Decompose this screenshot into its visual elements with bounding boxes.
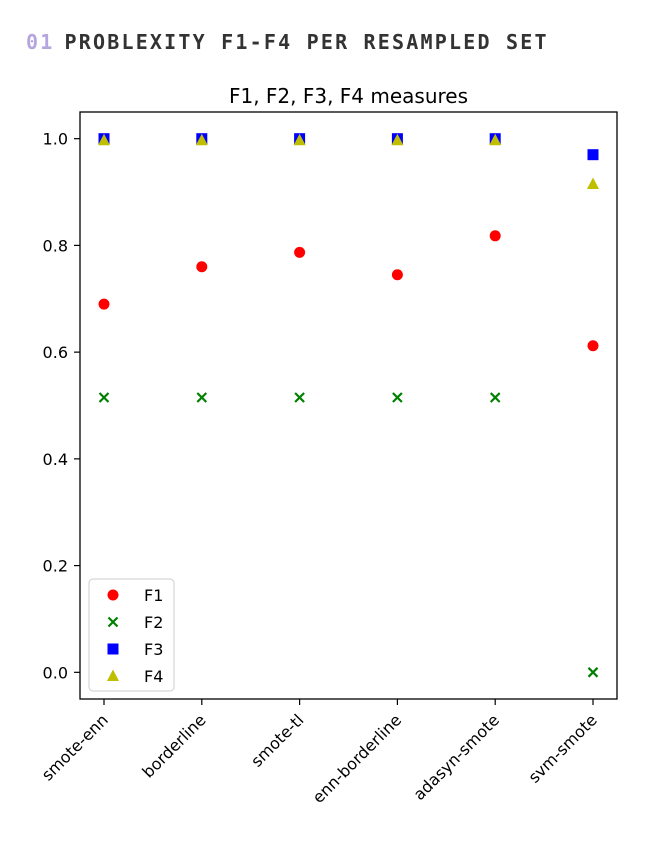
y-tick-label: 0.0 — [43, 663, 68, 682]
point-f1 — [196, 261, 208, 273]
legend-label: F3 — [144, 640, 163, 659]
section-title: PROBLEXITY F1-F4 PER RESAMPLED SET — [64, 30, 549, 54]
point-f4 — [98, 133, 110, 146]
x-tick-label: svm-smote — [524, 710, 600, 786]
x-tick-label: adasyn-smote — [409, 710, 503, 804]
series-f4 — [98, 133, 599, 190]
y-tick-label: 0.4 — [43, 450, 68, 469]
legend-label: F2 — [144, 613, 163, 632]
legend-marker-f1 — [107, 589, 119, 601]
x-tick-label: smote-tl — [247, 710, 307, 770]
plot-area-frame — [79, 111, 618, 700]
section-number: 01 — [26, 30, 55, 54]
legend-marker-f3 — [107, 643, 119, 655]
point-f4 — [489, 133, 502, 146]
point-f1 — [587, 340, 599, 352]
point-f1 — [294, 246, 306, 258]
point-f3 — [587, 149, 599, 161]
legend-label: F4 — [144, 667, 163, 686]
point-f1 — [489, 230, 501, 242]
x-tick-label: smote-enn — [38, 710, 112, 784]
legend-marker-f4 — [107, 669, 119, 681]
point-f4 — [293, 133, 306, 146]
point-f4 — [391, 133, 404, 146]
legend-label: F1 — [144, 586, 163, 605]
point-f2 — [489, 392, 501, 403]
point-f2 — [98, 392, 110, 403]
x-axis: smote-enn borderline smote-tl enn-borderlin… — [38, 699, 601, 807]
y-tick-label: 0.2 — [43, 557, 68, 576]
y-tick-label: 1.0 — [43, 130, 68, 149]
series-f3 — [98, 133, 599, 161]
point-f2 — [294, 392, 305, 403]
point-f4 — [587, 177, 599, 190]
point-f4 — [195, 133, 208, 146]
y-tick-label: 0.6 — [43, 343, 68, 362]
scatter-chart: F1, F2, F3, F4 measures 0.0 0.2 0.4 0.6 0.8 1… — [38, 84, 618, 807]
point-f2 — [587, 667, 599, 678]
x-tick-label: enn-borderline — [309, 710, 406, 807]
series-f1 — [98, 230, 599, 352]
legend-frame — [88, 578, 175, 692]
section-heading: 01 PROBLEXITY F1-F4 PER RESAMPLED SET — [26, 30, 549, 54]
point-f2 — [196, 392, 208, 403]
point-f1 — [391, 269, 403, 281]
chart-title: F1, F2, F3, F4 measures — [229, 84, 468, 108]
point-f2 — [392, 392, 403, 403]
point-f1 — [98, 298, 110, 310]
legend: F1 F2 F3 F4 — [88, 578, 175, 692]
y-axis: 0.0 0.2 0.4 0.6 0.8 1.0 — [43, 130, 80, 682]
data-points — [98, 133, 599, 678]
legend-marker-f2 — [107, 616, 119, 628]
series-f2 — [98, 392, 599, 678]
y-tick-label: 0.8 — [43, 236, 68, 255]
x-tick-label: borderline — [138, 710, 209, 781]
